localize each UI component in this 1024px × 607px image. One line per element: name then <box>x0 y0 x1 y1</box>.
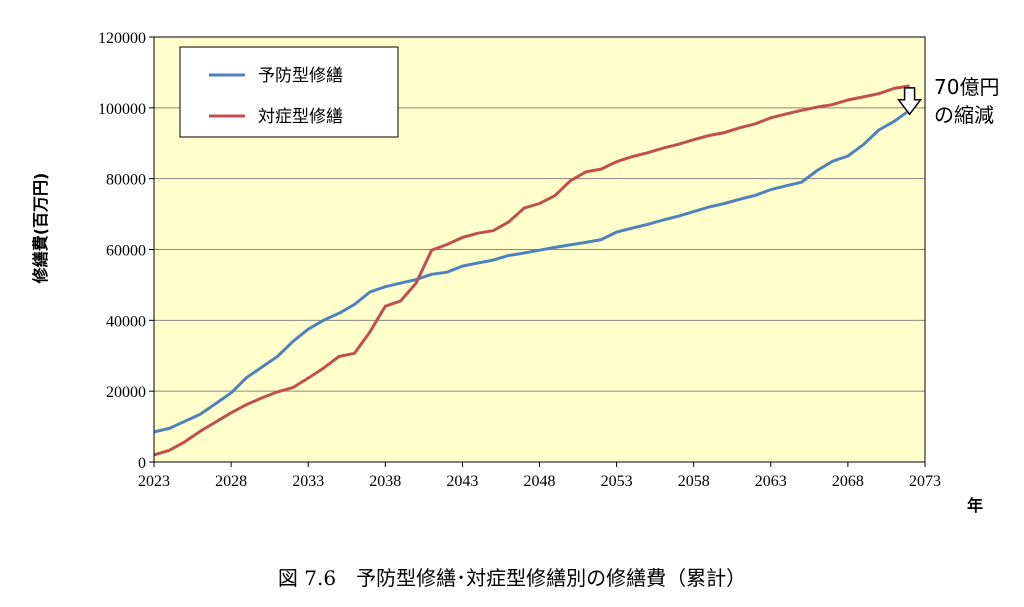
x-tick-label: 2073 <box>909 473 941 490</box>
x-tick-label: 2033 <box>292 473 324 490</box>
x-tick-label: 2068 <box>832 473 864 490</box>
y-tick-labels: 0 20000 40000 60000 80000 100000 120000 <box>98 30 154 472</box>
x-tick-label: 2023 <box>138 473 170 490</box>
x-tick-label: 2053 <box>601 473 633 490</box>
series-line-corrective <box>153 84 910 457</box>
x-tick-label: 2028 <box>215 473 247 490</box>
y-tick-label: 100000 <box>98 101 146 118</box>
series-line-preventive <box>153 109 911 434</box>
x-tick-label: 2063 <box>755 473 787 490</box>
y-axis-title: 修繕費(百万円) <box>31 173 50 285</box>
y-tick-label: 0 <box>138 455 146 472</box>
legend-box <box>179 46 399 138</box>
figure-caption: 図 7.6 予防型修繕･対症型修繕別の修繕費（累計） <box>278 566 746 590</box>
x-axis-title: 年 <box>967 496 983 515</box>
annotation-text-line2: の縮減 <box>934 103 994 127</box>
y-tick-label: 40000 <box>106 313 146 330</box>
y-tick-label: 120000 <box>98 30 146 47</box>
legend-label-preventive: 予防型修繕 <box>258 66 343 86</box>
annotation-text-line1: 70億円 <box>934 75 999 99</box>
reduction-annotation: 70億円 の縮減 <box>897 75 999 127</box>
y-tick-label: 20000 <box>106 384 146 401</box>
x-tick-label: 2043 <box>446 473 478 490</box>
y-tick-label: 80000 <box>106 172 146 189</box>
legend: 予防型修繕 対症型修繕 <box>179 46 399 138</box>
x-tick-labels: 2023 2028 2033 2038 2043 2048 2053 2058 2063 2068… <box>138 462 941 490</box>
legend-label-corrective: 対症型修繕 <box>258 107 343 127</box>
x-tick-label: 2048 <box>524 473 556 490</box>
x-tick-label: 2058 <box>678 473 710 490</box>
x-tick-label: 2038 <box>369 473 401 490</box>
down-arrow-icon <box>897 87 923 116</box>
y-tick-label: 60000 <box>106 243 146 260</box>
series-lines <box>153 84 911 457</box>
